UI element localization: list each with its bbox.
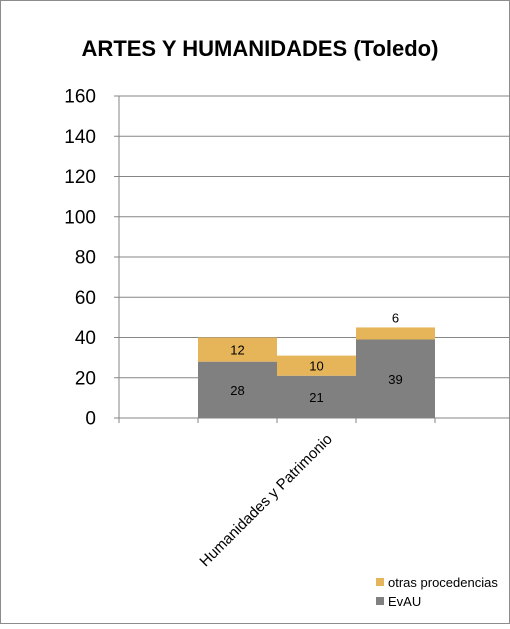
data-label-evau: 21	[309, 390, 323, 405]
y-tick-label: 100	[64, 207, 96, 228]
legend-label-evau: EvAU	[388, 594, 421, 609]
legend-label-otras: otras procedencias	[388, 575, 498, 590]
y-tick-label: 120	[64, 167, 96, 188]
y-tick-label: 80	[75, 248, 96, 269]
y-tick-label: 60	[75, 288, 96, 309]
data-label-otras-procedencias: 12	[230, 343, 244, 358]
y-tick-label: 20	[75, 368, 96, 389]
bar-evau	[356, 339, 435, 418]
data-label-otras-procedencias: 10	[309, 359, 323, 374]
bar-evau	[198, 361, 277, 418]
data-label-evau: 39	[388, 372, 402, 387]
legend-swatch-evau	[376, 597, 384, 605]
y-tick-label: 0	[85, 409, 96, 430]
data-labels: 28 12 21 10 39 6	[230, 310, 402, 404]
bar-otras-procedencias	[356, 327, 435, 340]
bar-otras-procedencias	[277, 355, 356, 376]
bars	[198, 327, 435, 418]
y-tick-label: 160	[64, 87, 96, 108]
bar-otras-procedencias	[198, 337, 277, 362]
bar-evau	[277, 375, 356, 418]
chart-title: ARTES Y HUMANIDADES (Toledo)	[82, 36, 439, 61]
y-tick-label: 140	[64, 127, 96, 148]
y-tick-labels: 0 20 40 60 80 100 120 140 160	[64, 87, 96, 430]
data-label-otras-procedencias: 6	[392, 310, 399, 325]
y-tick-label: 40	[75, 328, 96, 349]
data-label-evau: 28	[230, 383, 244, 398]
legend-swatch-otras	[376, 578, 384, 586]
legend: otras procedencias EvAU	[376, 575, 498, 609]
gridlines	[119, 95, 510, 379]
